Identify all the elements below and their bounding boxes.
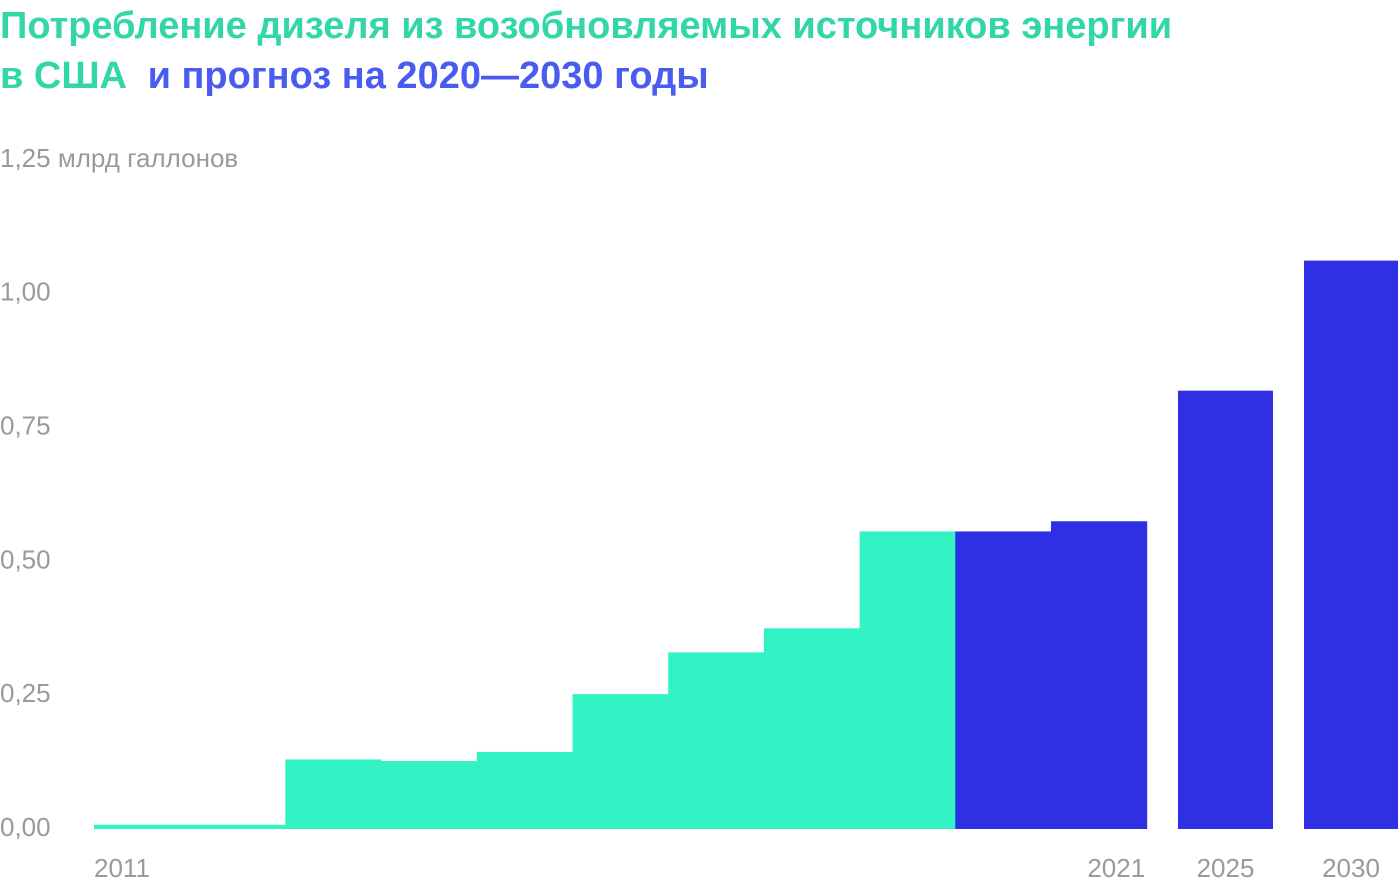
bar bbox=[859, 531, 956, 829]
x-tick-label: 2021 bbox=[1087, 853, 1145, 883]
bar bbox=[94, 824, 191, 829]
bar bbox=[285, 759, 382, 829]
title-forecast: и прогноз на 2020—2030 годы bbox=[148, 55, 709, 97]
chart-title: в США и прогноз на 2020—2030 годы bbox=[0, 55, 709, 97]
x-tick-label: 2030 bbox=[1322, 853, 1380, 883]
y-tick-label: 1,00 bbox=[0, 277, 51, 307]
title-line: Потребление дизеля из возобновляемых ист… bbox=[0, 5, 1172, 47]
bar bbox=[476, 751, 573, 829]
bar bbox=[763, 628, 861, 829]
title-line: в США bbox=[0, 55, 127, 97]
x-tick-label: 2025 bbox=[1197, 853, 1255, 883]
bar bbox=[572, 694, 669, 829]
y-tick-label: 0,75 bbox=[0, 410, 51, 440]
y-tick-label: 0,50 bbox=[0, 544, 51, 574]
y-tick-label: 0,00 bbox=[0, 812, 51, 842]
bar bbox=[1051, 521, 1148, 829]
bar bbox=[668, 652, 765, 829]
chart-title: Потребление дизеля из возобновляемых ист… bbox=[0, 5, 1172, 47]
x-tick-label: 2011 bbox=[94, 853, 150, 883]
bar bbox=[955, 531, 1052, 829]
bar bbox=[189, 824, 286, 829]
bar bbox=[1304, 260, 1398, 829]
bar bbox=[381, 761, 478, 829]
bar bbox=[1178, 390, 1273, 829]
y-tick-label: 0,25 bbox=[0, 678, 51, 708]
y-tick-label: 1,25 млрд галлонов bbox=[0, 143, 238, 173]
